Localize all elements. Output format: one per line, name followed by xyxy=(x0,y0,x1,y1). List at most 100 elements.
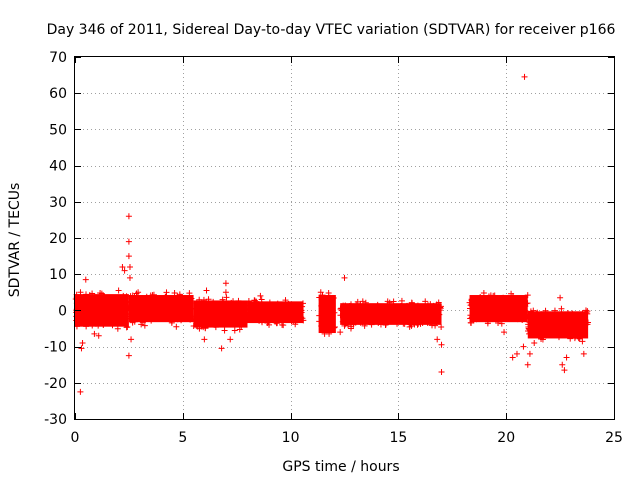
data-point xyxy=(508,301,515,308)
data-point xyxy=(253,305,260,312)
data-point xyxy=(521,299,528,306)
data-point xyxy=(362,299,369,306)
data-point xyxy=(323,318,330,325)
data-point xyxy=(337,312,344,319)
data-point xyxy=(244,313,251,320)
data-point xyxy=(250,308,257,315)
data-point xyxy=(118,298,125,305)
data-point-outlier xyxy=(337,329,344,336)
data-point xyxy=(200,302,207,309)
data-point xyxy=(263,304,270,311)
data-point xyxy=(424,302,431,309)
data-point xyxy=(168,319,175,326)
data-point xyxy=(485,293,492,300)
data-point xyxy=(102,308,109,315)
data-point xyxy=(414,302,421,309)
data-point xyxy=(199,322,205,329)
data-point xyxy=(139,310,146,317)
data-point xyxy=(385,310,392,317)
data-point xyxy=(230,317,237,324)
data-point xyxy=(538,333,545,340)
data-point xyxy=(235,315,242,322)
data-point xyxy=(422,298,429,305)
data-point xyxy=(261,316,268,323)
data-point xyxy=(88,300,95,307)
data-point xyxy=(477,294,484,301)
data-point xyxy=(225,311,232,318)
data-point xyxy=(171,296,178,303)
data-point xyxy=(168,313,175,320)
data-point xyxy=(154,296,161,303)
data-point xyxy=(381,303,388,310)
data-point xyxy=(548,327,555,334)
data-point xyxy=(115,287,122,294)
data-point xyxy=(228,300,235,307)
data-point xyxy=(265,319,272,326)
data-point xyxy=(321,305,328,312)
data-point xyxy=(86,297,93,304)
data-point xyxy=(77,289,84,296)
data-point xyxy=(575,316,582,323)
data-point xyxy=(438,324,445,331)
data-point xyxy=(541,312,548,319)
data-point xyxy=(178,306,185,313)
data-point xyxy=(471,315,478,322)
data-point xyxy=(86,291,93,298)
data-point xyxy=(480,290,487,297)
data-point xyxy=(83,311,90,318)
data-point xyxy=(220,300,227,307)
data-point-outlier xyxy=(125,238,132,245)
data-point xyxy=(360,308,367,315)
data-point xyxy=(212,324,219,331)
y-tick-label: -10 xyxy=(44,340,67,356)
data-point xyxy=(157,312,164,319)
data-point xyxy=(555,311,562,318)
data-point xyxy=(318,308,325,315)
data-point xyxy=(115,308,122,315)
data-point xyxy=(124,324,131,331)
data-point-outlier xyxy=(203,287,210,294)
data-point xyxy=(80,307,87,314)
data-point-outlier xyxy=(125,352,132,359)
data-point xyxy=(194,301,201,308)
data-point xyxy=(156,315,163,322)
data-point xyxy=(274,304,281,311)
data-point xyxy=(127,315,134,322)
data-point-outlier xyxy=(95,332,102,339)
data-point xyxy=(338,307,345,314)
x-tick-label: 25 xyxy=(605,430,623,446)
data-point xyxy=(396,318,403,325)
data-point xyxy=(476,315,483,322)
data-point xyxy=(184,310,191,317)
data-point xyxy=(485,311,492,318)
data-point xyxy=(407,320,414,327)
data-point xyxy=(579,338,586,345)
x-tick-label: 10 xyxy=(282,430,300,446)
data-point xyxy=(481,313,488,320)
data-point xyxy=(95,301,102,308)
data-point xyxy=(228,313,235,320)
data-point xyxy=(471,297,478,304)
data-point-outlier xyxy=(201,336,208,343)
data-point xyxy=(103,312,110,319)
data-point-outlier xyxy=(438,368,445,375)
data-point xyxy=(534,309,541,316)
data-point xyxy=(282,297,289,304)
data-point xyxy=(176,296,183,303)
data-point xyxy=(82,300,89,307)
data-point xyxy=(551,307,558,314)
data-point xyxy=(279,321,286,328)
data-point xyxy=(579,310,586,317)
data-point xyxy=(558,305,565,312)
data-point-outlier xyxy=(119,263,126,270)
y-tick-label: 30 xyxy=(49,195,67,211)
data-point-outlier xyxy=(121,267,128,274)
data-point xyxy=(404,303,411,310)
data-point xyxy=(162,293,169,300)
data-point xyxy=(507,307,514,314)
data-point xyxy=(74,319,81,326)
data-point xyxy=(190,323,197,330)
data-point xyxy=(223,294,230,301)
data-point xyxy=(132,298,139,305)
